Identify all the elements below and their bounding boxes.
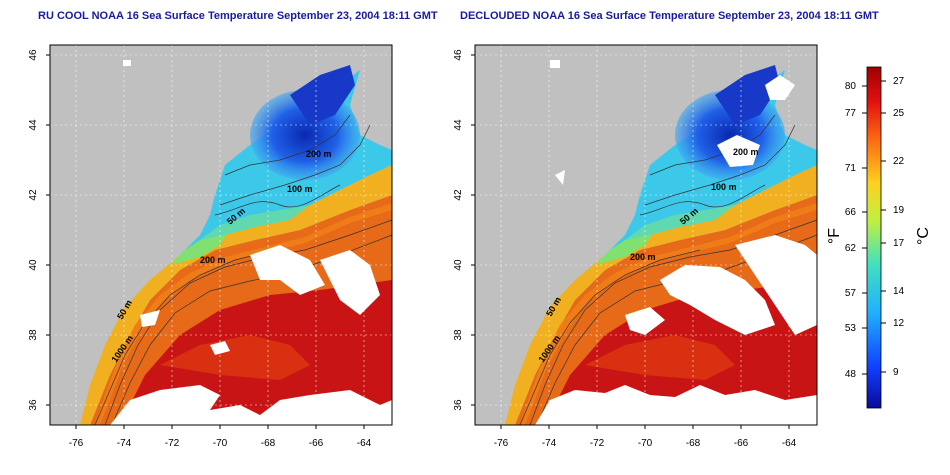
celsius-tick-label: 9 [893,367,899,378]
right-lat-tick-label: 38 [453,329,464,341]
celsius-unit-label: °C [914,227,932,245]
right-lat-tick-label: 40 [453,259,464,271]
panel-left-title: RU COOL NOAA 16 Sea Surface Temperature … [38,10,438,22]
right-lat-tick-label: 36 [453,399,464,411]
left-lat-tick-label: 44 [28,119,39,131]
right-lon-tick-label: -64 [782,438,797,449]
celsius-tick-label: 17 [893,238,905,249]
left-lon-tick-label: -72 [165,438,180,449]
right-map: 200 m 100 m 50 m 200 m 50 m 1000 m [474,44,818,426]
fahrenheit-tick-label: 57 [845,288,857,299]
right-lat-tick-label: 46 [453,49,464,61]
contour-label: 100 m [287,184,313,194]
left-lat-tick-label: 42 [28,189,39,201]
contour-label: 200 m [200,255,226,265]
celsius-tick-label: 25 [893,108,905,119]
right-lon-tick-label: -68 [686,438,701,449]
celsius-tick-label: 14 [893,286,905,297]
celsius-tick-label: 19 [893,205,905,216]
fahrenheit-tick-label: 53 [845,323,857,334]
celsius-tick-label: 22 [893,156,905,167]
right-lon-tick-label: -66 [734,438,749,449]
fahrenheit-tick-label: 62 [845,243,857,254]
left-lon-tick-label: -66 [309,438,324,449]
right-lon-tick-label: -74 [542,438,557,449]
celsius-tick-label: 12 [893,318,905,329]
right-lon-tick-label: -70 [638,438,653,449]
fahrenheit-tick-label: 80 [845,81,857,92]
fahrenheit-tick-label: 48 [845,369,857,380]
left-map: 200 m 100 m 50 m 200 m 50 m 1000 m [49,44,393,426]
contour-label: 100 m [711,182,737,192]
right-lat-tick-label: 44 [453,119,464,131]
left-lat-tick-label: 46 [28,49,39,61]
contour-label: 200 m [306,149,332,159]
fahrenheit-unit-label: °F [826,227,844,245]
left-lon-tick-label: -74 [117,438,132,449]
contour-label: 200 m [733,147,759,157]
fahrenheit-tick-label: 71 [845,163,857,174]
right-lon-tick-label: -76 [494,438,509,449]
left-lat-tick-label: 36 [28,399,39,411]
colorbar-ramp [866,66,882,409]
left-lat-tick-label: 40 [28,259,39,271]
left-lat-tick-label: 38 [28,329,39,341]
fahrenheit-tick-label: 77 [845,108,857,119]
celsius-tick-label: 27 [893,76,905,87]
contour-label: 200 m [630,252,656,262]
panel-right-title: DECLOUDED NOAA 16 Sea Surface Temperatur… [460,10,879,22]
left-lon-tick-label: -76 [69,438,84,449]
right-lat-tick-label: 42 [453,189,464,201]
left-lon-tick-label: -68 [261,438,276,449]
left-lon-tick-label: -64 [357,438,372,449]
right-lon-tick-label: -72 [590,438,605,449]
left-lon-tick-label: -70 [213,438,228,449]
fahrenheit-tick-label: 66 [845,207,857,218]
colorbar: 80 77 71 66 62 57 53 48 27 25 22 19 17 14 12 9 [845,66,905,409]
